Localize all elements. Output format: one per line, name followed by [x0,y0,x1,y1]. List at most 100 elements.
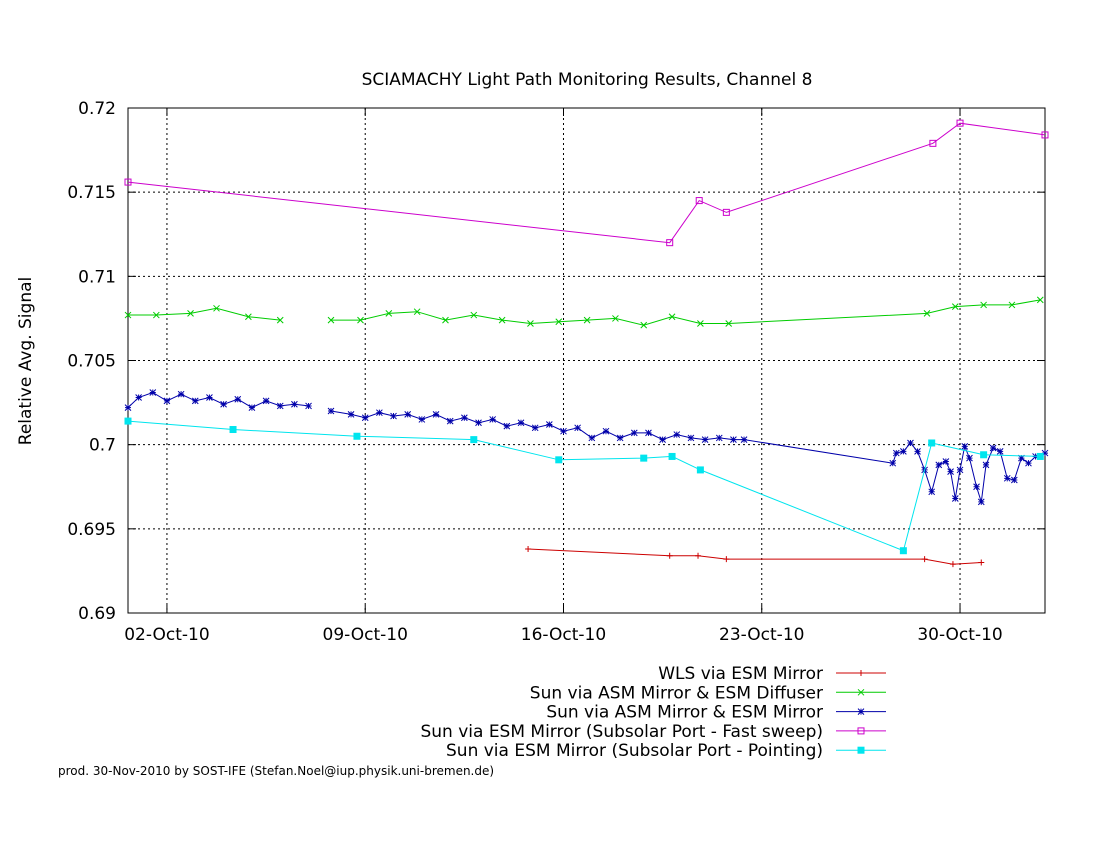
series-3-point [588,434,596,442]
series-3-point [989,444,997,452]
series-3-point [418,416,426,423]
series-3-point [982,461,990,469]
series-3-point [928,488,936,496]
x-tick-label: 09-Oct-10 [323,625,408,645]
y-tick-label: 0.695 [67,520,116,540]
legend-label: Sun via ASM Mirror & ESM Diffuser [530,683,823,703]
series-1-point [921,556,928,563]
series-2-point [327,316,335,324]
series-3-point [560,427,567,435]
series-3-point [206,394,213,401]
y-tick-label: 0.71 [78,267,116,287]
series-1-point [695,552,702,559]
series-3-point [248,404,256,411]
y-tick-label: 0.715 [67,183,116,203]
series-3-point [531,424,539,432]
series-3-point [545,421,553,428]
series-1-point [723,556,730,563]
series-3-point [630,429,638,437]
series-3-point [973,483,980,491]
series-3-point [177,390,185,398]
series-4-point [695,197,703,205]
series-3 [124,389,1049,506]
series-2-point [527,320,534,327]
series-4-point [1041,131,1049,139]
series-3-line [330,410,1046,503]
series-3-point [1025,459,1032,467]
series-3-point [390,412,397,420]
series-2-point [555,318,563,326]
series-3-point [673,431,681,438]
series-3-point [961,442,969,450]
series-3-point [347,411,355,418]
series-3-point [1003,474,1011,482]
series-5-point [668,452,676,460]
series-5-point [229,426,237,434]
series-5-point [696,466,704,474]
series-5-point [1036,452,1044,460]
series-3-point [327,407,335,415]
series-3-point [149,389,157,396]
x-tick-label: 16-Oct-10 [521,625,606,645]
series-4-point [666,239,674,247]
series-2-point [725,320,733,327]
series-2-point [583,316,591,324]
series-2-point [923,310,931,317]
series-2 [124,296,1044,329]
series-1-point [949,561,956,568]
y-tick-label: 0.705 [67,352,116,372]
series-1-point [666,552,673,559]
series-2-point [697,320,704,327]
series-3-point [446,417,454,425]
grid [128,108,1045,613]
series-3-point [135,394,142,401]
series-3-point [740,436,748,443]
legend-label: Sun via ASM Mirror & ESM Mirror [546,703,823,723]
series-2-point [1036,296,1044,304]
series-3-point [966,454,973,462]
series-5-point [640,454,648,462]
series-layer [124,119,1049,568]
x-tick-label: 02-Oct-10 [124,625,209,645]
x-tick-label: 23-Oct-10 [719,625,804,645]
series-3-point [503,422,511,430]
legend-label: Sun via ESM Mirror (Subsolar Port - Fast… [420,722,823,742]
plot-frame [127,107,1046,614]
series-3-point [489,416,497,423]
series-2-point [357,316,364,324]
series-5-point [980,451,988,459]
series-5-point [470,436,478,444]
series-3-point [914,448,921,455]
series-3-point [889,459,897,467]
series-3-point [730,436,737,443]
series-3-point [977,498,985,506]
y-axis-label: Relative Avg. Signal [16,277,36,445]
series-2-point [413,308,421,316]
legend-marker [857,688,865,696]
series-4 [124,119,1049,247]
series-3-point [892,449,900,457]
series-2-point [385,310,393,317]
series-3-point [942,458,950,465]
series-3-point [276,402,284,410]
series-4-point [956,119,964,127]
series-3-point [460,414,468,422]
series-3-point [659,436,666,443]
series-3-point [947,468,954,475]
series-3-point [124,404,132,411]
series-3-point [616,434,624,442]
legend-marker [857,746,865,754]
series-2-line [128,307,281,321]
series-3-point [234,395,242,403]
series-5 [124,417,1044,555]
series-5-point [353,432,361,440]
legend-marker [857,708,865,715]
series-3-point [361,414,369,422]
axes: 0.69 0.695 0.7 0.705 0.71 0.715 0.72 02-Oct-10 0… [67,99,1046,645]
series-2-point [245,313,252,321]
series-3-point [900,448,907,455]
legend-marker [857,727,865,735]
series-1 [525,546,985,568]
series-3-point [996,448,1004,455]
